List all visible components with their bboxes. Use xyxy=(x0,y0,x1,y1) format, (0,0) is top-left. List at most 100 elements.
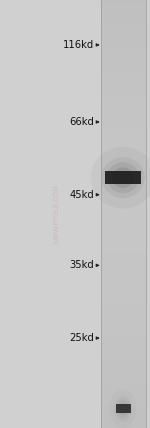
Bar xyxy=(100,223,146,227)
Bar xyxy=(100,163,146,167)
Bar xyxy=(100,13,146,17)
Bar xyxy=(100,355,146,360)
Bar xyxy=(100,377,146,381)
Bar xyxy=(100,240,146,244)
Bar xyxy=(100,73,146,77)
Bar xyxy=(100,154,146,158)
Bar xyxy=(100,257,146,261)
Bar xyxy=(100,244,146,248)
Bar xyxy=(100,43,146,47)
Bar xyxy=(100,86,146,90)
Text: 66kd: 66kd xyxy=(70,117,94,127)
Bar xyxy=(100,90,146,94)
Bar xyxy=(100,60,146,64)
Bar xyxy=(100,30,146,34)
Bar xyxy=(100,94,146,98)
Bar xyxy=(100,214,146,218)
Text: 35kd: 35kd xyxy=(70,260,94,270)
Bar xyxy=(100,253,146,257)
Bar xyxy=(100,111,146,116)
Bar xyxy=(100,394,146,398)
Bar xyxy=(100,261,146,265)
Bar xyxy=(100,128,146,133)
Bar xyxy=(100,137,146,141)
Bar xyxy=(100,68,146,73)
Bar xyxy=(100,364,146,368)
Bar xyxy=(100,21,146,26)
Bar xyxy=(100,424,146,428)
Bar xyxy=(100,347,146,351)
Bar xyxy=(100,321,146,325)
Bar xyxy=(100,171,146,175)
Bar xyxy=(100,231,146,235)
Ellipse shape xyxy=(114,396,132,422)
Bar xyxy=(100,372,146,377)
Bar xyxy=(100,407,146,411)
Bar xyxy=(100,81,146,86)
Bar xyxy=(100,308,146,312)
Bar xyxy=(100,26,146,30)
Bar xyxy=(100,351,146,355)
Ellipse shape xyxy=(101,157,145,198)
Text: 25kd: 25kd xyxy=(70,333,94,343)
Bar xyxy=(100,325,146,330)
Bar xyxy=(100,34,146,39)
Bar xyxy=(100,9,146,13)
Bar xyxy=(100,415,146,419)
Bar xyxy=(100,265,146,270)
Bar xyxy=(100,287,146,291)
Bar xyxy=(100,419,146,424)
Bar xyxy=(100,235,146,240)
Text: 116kd: 116kd xyxy=(63,40,94,50)
Bar xyxy=(100,368,146,372)
Bar xyxy=(100,389,146,394)
Bar xyxy=(100,398,146,402)
Bar xyxy=(100,304,146,308)
Bar xyxy=(100,402,146,407)
Bar xyxy=(100,56,146,60)
Bar xyxy=(100,116,146,120)
Bar xyxy=(100,381,146,385)
Bar xyxy=(100,184,146,188)
Bar xyxy=(100,77,146,81)
Ellipse shape xyxy=(116,399,130,419)
Bar xyxy=(100,103,146,107)
Bar xyxy=(100,193,146,197)
Bar xyxy=(100,141,146,146)
Ellipse shape xyxy=(107,162,139,193)
Bar xyxy=(116,404,130,413)
Bar xyxy=(100,17,146,21)
Bar xyxy=(100,338,146,342)
Bar xyxy=(100,98,146,103)
Bar xyxy=(100,295,146,300)
Bar xyxy=(100,278,146,282)
Bar xyxy=(100,158,146,163)
Bar xyxy=(100,51,146,56)
Text: 45kd: 45kd xyxy=(70,190,94,200)
Bar xyxy=(100,300,146,304)
Bar xyxy=(100,167,146,171)
Bar xyxy=(100,0,146,428)
Bar xyxy=(100,317,146,321)
Text: WWW.PTGLB.COM: WWW.PTGLB.COM xyxy=(54,184,60,244)
Bar xyxy=(100,120,146,124)
Bar xyxy=(100,218,146,223)
Ellipse shape xyxy=(112,167,134,188)
Bar xyxy=(100,107,146,111)
Bar xyxy=(100,4,146,9)
Bar xyxy=(100,39,146,43)
Bar xyxy=(100,0,146,4)
Bar xyxy=(100,210,146,214)
Bar xyxy=(100,124,146,128)
Bar xyxy=(100,205,146,210)
Bar xyxy=(100,201,146,205)
Bar xyxy=(100,274,146,278)
Bar xyxy=(100,270,146,274)
Bar xyxy=(100,180,146,184)
Bar xyxy=(100,188,146,193)
Bar xyxy=(100,342,146,347)
Bar xyxy=(100,150,146,154)
Bar xyxy=(100,197,146,201)
Bar xyxy=(100,175,146,180)
Bar xyxy=(100,360,146,364)
